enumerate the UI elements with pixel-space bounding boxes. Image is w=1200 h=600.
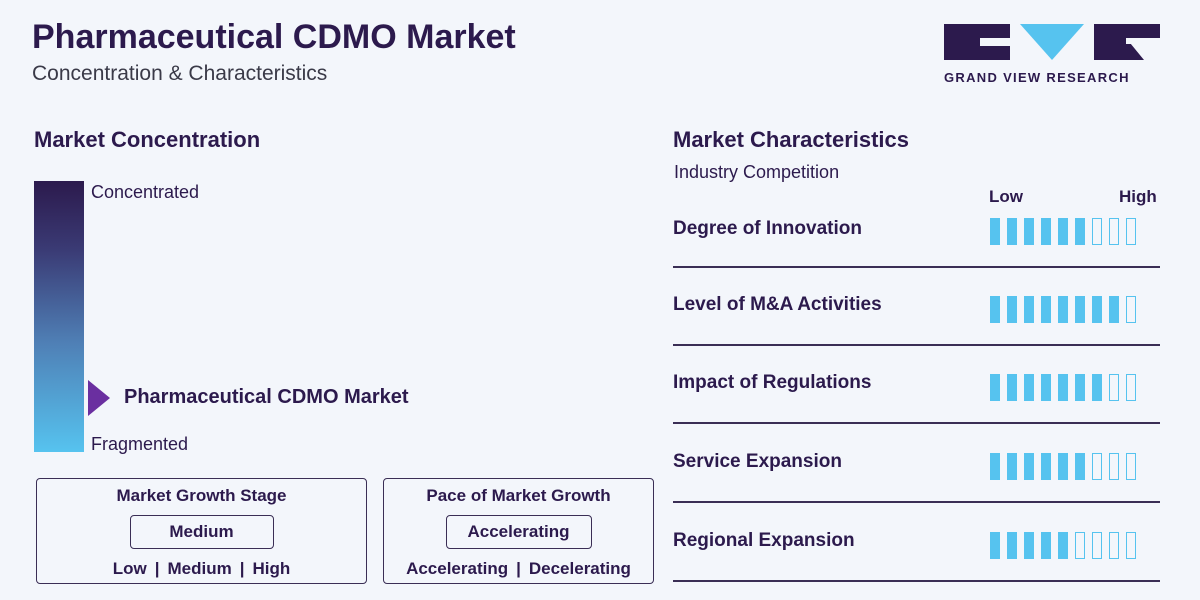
characteristic-row: Regional Expansion	[673, 526, 1160, 586]
row-divider	[673, 266, 1160, 268]
rating-tick-filled	[990, 374, 1000, 401]
growth-stage-title: Market Growth Stage	[116, 486, 287, 505]
rating-tick-filled	[1075, 218, 1085, 245]
rating-tick-empty	[1109, 453, 1119, 480]
page-title: Pharmaceutical CDMO Market	[32, 18, 516, 56]
characteristic-label: Degree of Innovation	[673, 218, 862, 239]
market-characteristics-title: Market Characteristics	[673, 127, 910, 152]
rating-tick-filled	[1024, 296, 1034, 323]
market-concentration-title: Market Concentration	[34, 127, 261, 152]
rating-tick-filled	[1041, 296, 1051, 323]
rating-tick-filled	[1058, 218, 1068, 245]
rating-tick-filled	[1007, 218, 1017, 245]
growth-option-medium: Medium	[167, 559, 232, 578]
row-divider	[673, 422, 1160, 424]
rating-tick-filled	[1007, 532, 1017, 559]
rating-tick-empty	[1109, 374, 1119, 401]
rating-ticks	[990, 453, 1136, 480]
grand-view-research-logo	[944, 24, 1160, 60]
industry-competition-label: Industry Competition	[674, 162, 840, 182]
characteristic-label: Service Expansion	[673, 451, 842, 472]
rating-tick-empty	[1126, 453, 1136, 480]
pace-option-decelerating: Decelerating	[528, 559, 631, 578]
rating-tick-empty	[1109, 218, 1119, 245]
rating-tick-filled	[1007, 453, 1017, 480]
market-growth-stage-box: Market Growth Stage Medium Low | Medium | Hi…	[36, 478, 367, 584]
rating-tick-filled	[1058, 374, 1068, 401]
rating-tick-filled	[1024, 532, 1034, 559]
rating-tick-empty	[1075, 532, 1085, 559]
growth-stage-value: Medium	[129, 515, 274, 549]
concentrated-label: Concentrated	[91, 182, 200, 202]
rating-tick-filled	[1024, 374, 1034, 401]
concentration-marker-label: Pharmaceutical CDMO Market	[124, 385, 409, 408]
rating-tick-empty	[1092, 453, 1102, 480]
rating-tick-filled	[1075, 374, 1085, 401]
rating-tick-filled	[1075, 296, 1085, 323]
rating-tick-empty	[1092, 532, 1102, 559]
pace-option-accelerating: Accelerating	[406, 559, 509, 578]
pace-of-market-growth-box: Pace of Market Growth Accelerating Accel…	[383, 478, 654, 584]
rating-tick-filled	[1092, 296, 1102, 323]
row-divider	[673, 580, 1160, 582]
growth-option-high: High	[252, 559, 291, 578]
rating-tick-empty	[1126, 532, 1136, 559]
rating-tick-empty	[1126, 374, 1136, 401]
rating-tick-filled	[1109, 296, 1119, 323]
pace-title: Pace of Market Growth	[426, 486, 611, 505]
row-divider	[673, 344, 1160, 346]
rating-tick-filled	[1041, 374, 1051, 401]
growth-option-low: Low	[112, 559, 147, 578]
rating-tick-filled	[1075, 453, 1085, 480]
rating-tick-filled	[1058, 453, 1068, 480]
rating-tick-filled	[990, 453, 1000, 480]
fragmented-label: Fragmented	[91, 434, 189, 454]
rating-ticks	[990, 532, 1136, 559]
page-subtitle: Concentration & Characteristics	[32, 62, 328, 85]
rating-tick-filled	[990, 296, 1000, 323]
rating-tick-filled	[990, 532, 1000, 559]
rating-ticks	[990, 374, 1136, 401]
rating-ticks	[990, 218, 1136, 245]
rating-tick-empty	[1126, 218, 1136, 245]
rating-tick-empty	[1126, 296, 1136, 323]
characteristic-row: Impact of Regulations	[673, 368, 1160, 428]
rating-tick-filled	[1041, 532, 1051, 559]
rating-tick-filled	[1007, 296, 1017, 323]
rating-tick-filled	[1024, 453, 1034, 480]
row-divider	[673, 501, 1160, 503]
rating-tick-empty	[1092, 218, 1102, 245]
characteristic-label: Impact of Regulations	[673, 372, 872, 393]
scale-high-label: High	[1119, 187, 1157, 206]
growth-stage-scale: Low | Medium | High	[112, 559, 291, 578]
rating-tick-filled	[990, 218, 1000, 245]
rating-tick-filled	[1058, 296, 1068, 323]
rating-tick-empty	[1109, 532, 1119, 559]
rating-ticks	[990, 296, 1136, 323]
concentration-gradient-bar	[34, 181, 84, 452]
characteristic-row: Level of M&A Activities	[673, 290, 1160, 350]
scale-low-label: Low	[989, 187, 1023, 206]
concentration-marker-icon	[88, 379, 110, 416]
pace-scale: Accelerating | Decelerating	[406, 559, 631, 578]
rating-tick-filled	[1041, 453, 1051, 480]
rating-tick-filled	[1041, 218, 1051, 245]
logo-text: GRAND VIEW RESEARCH	[944, 70, 1130, 85]
characteristic-row: Service Expansion	[673, 447, 1160, 507]
rating-tick-filled	[1092, 374, 1102, 401]
pace-value: Accelerating	[445, 515, 592, 549]
rating-tick-filled	[1058, 532, 1068, 559]
characteristic-label: Regional Expansion	[673, 530, 855, 551]
characteristic-label: Level of M&A Activities	[673, 294, 882, 315]
rating-tick-filled	[1007, 374, 1017, 401]
characteristic-row: Degree of Innovation	[673, 212, 1160, 272]
rating-tick-filled	[1024, 218, 1034, 245]
